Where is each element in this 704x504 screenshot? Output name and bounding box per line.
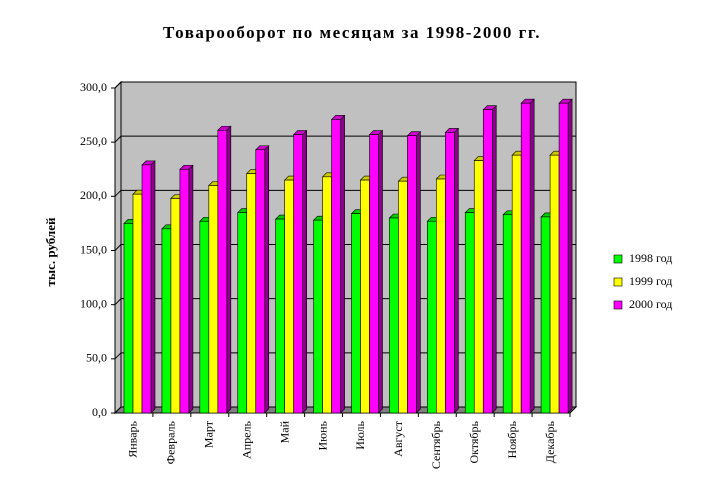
x-tick-label: Ноябрь [505, 420, 519, 458]
grid-line [114, 189, 576, 197]
bar [473, 160, 484, 414]
bar-side [150, 160, 156, 414]
legend-label: 1998 год [629, 251, 672, 265]
y-tick-label: 0,0 [92, 405, 107, 419]
bar-side [416, 130, 421, 414]
bar [141, 164, 152, 414]
y-tick-label: 300,0 [80, 80, 107, 94]
bar [284, 179, 294, 414]
legend-label: 2000 год [629, 297, 672, 311]
x-tick-label: Сентябрь [429, 420, 443, 469]
bar [208, 185, 219, 414]
y-tick-label: 50,0 [86, 351, 107, 365]
bar [331, 119, 341, 414]
legend-swatch [613, 277, 623, 287]
legend-label: 1999 год [629, 274, 672, 288]
chart-title: Товарооборот по месяцам за 1998-2000 гг. [163, 23, 541, 42]
x-tick-label: Декабрь [543, 420, 557, 463]
bar [161, 228, 172, 414]
bar [179, 168, 190, 414]
bar [170, 198, 181, 414]
legend-swatch [613, 300, 623, 310]
bar-side [264, 145, 270, 414]
x-tick-label: Июнь [315, 420, 329, 450]
bar [246, 173, 257, 414]
bar [511, 154, 522, 414]
x-tick-label: Июль [353, 420, 367, 449]
bar [502, 214, 513, 414]
legend-swatch [613, 254, 623, 264]
bar [540, 216, 551, 414]
grid-line [114, 298, 576, 306]
bar [275, 218, 285, 414]
bar [255, 149, 266, 414]
bar [464, 212, 475, 414]
x-tick-label: Февраль [164, 420, 178, 464]
bar [199, 220, 210, 414]
bar [237, 212, 248, 414]
bar [407, 135, 417, 414]
bar [132, 193, 143, 414]
y-axis-label: тыс. рублей [43, 217, 58, 286]
bar [436, 178, 446, 414]
bar-side [567, 98, 573, 414]
bar [293, 134, 303, 414]
y-tick-label: 150,0 [80, 242, 107, 256]
bar-side [454, 127, 459, 414]
bar [549, 154, 560, 414]
y-tick-label: 250,0 [80, 134, 107, 148]
grid-line [114, 81, 576, 89]
bar [427, 220, 437, 414]
bar-side [340, 114, 345, 414]
bar [217, 129, 228, 414]
bar [398, 180, 408, 414]
x-tick-label: Май [277, 420, 291, 443]
bar [351, 213, 361, 414]
bar-side [378, 129, 383, 414]
bar [389, 217, 399, 414]
grid-line [114, 352, 576, 360]
bar [558, 102, 569, 414]
y-tick-label: 100,0 [80, 296, 107, 310]
grid-line [114, 406, 576, 414]
x-tick-label: Октябрь [467, 420, 481, 463]
bar [445, 132, 455, 414]
bar-side [491, 104, 497, 414]
bar [369, 134, 379, 414]
bar [360, 179, 370, 414]
grid-line [114, 135, 576, 143]
bar-side [188, 164, 194, 414]
x-tick-label: Январь [126, 420, 140, 457]
bar [482, 109, 493, 414]
bar-side [529, 98, 535, 414]
x-tick-label: Август [391, 420, 405, 457]
grid-line [114, 244, 576, 251]
bar-side [226, 125, 232, 414]
bar [520, 102, 531, 414]
bar-side [302, 129, 307, 414]
bar [322, 176, 332, 414]
x-tick-label: Апрель [239, 420, 253, 458]
y-tick-label: 200,0 [80, 188, 107, 202]
bar [123, 223, 134, 414]
x-tick-label: Март [202, 420, 216, 448]
bar [313, 219, 323, 414]
